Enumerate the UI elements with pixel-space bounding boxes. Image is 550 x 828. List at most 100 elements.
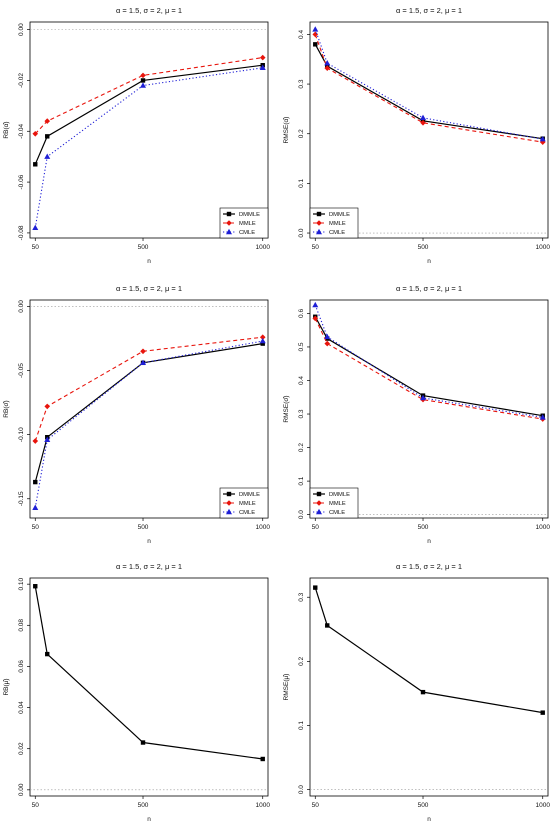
legend: DMMLE MMLE CMLE [309, 487, 359, 519]
legend-label-mmle: MMLE [239, 221, 256, 227]
data-point-mmle [312, 315, 319, 322]
legend-marker-dmmle [316, 211, 322, 217]
legend-marker-cmle [226, 228, 232, 235]
data-point-cmle [140, 359, 147, 366]
y-axis-label: RB(σ̂) [3, 400, 10, 417]
x-tick-label: 1000 [535, 244, 550, 251]
x-tick-label: 1000 [255, 524, 270, 531]
legend-marker-mmle [226, 220, 232, 226]
x-axis-label: n [147, 816, 151, 823]
y-tick-label: 0.04 [18, 701, 25, 714]
chart-title: α = 1.5, σ = 2, μ = 1 [396, 284, 462, 293]
x-tick-label: 50 [32, 524, 40, 531]
data-point-cmle [44, 436, 51, 442]
data-point-mmle [259, 334, 266, 340]
data-point-cmle [420, 394, 427, 401]
data-point-cmle [324, 333, 331, 340]
legend: DMMLE MMLE CMLE [219, 487, 269, 519]
x-axis-label: n [147, 538, 151, 545]
y-tick-label: 0.1 [298, 721, 305, 730]
series-line-mmle [314, 318, 543, 420]
chart-panel-4: α = 1.5, σ = 2, μ = 1 50 500 1000 n 0.0 0.1 0.2… [283, 284, 550, 545]
series-line-cmle [314, 304, 543, 418]
data-point-mmle [140, 72, 146, 79]
legend-marker-cmle [316, 228, 322, 235]
y-tick-label: -0.06 [18, 174, 25, 189]
y-axis-label: RMSE(μ̂) [283, 674, 290, 701]
legend-marker-mmle [316, 500, 322, 506]
data-point-dmmle [313, 585, 318, 590]
data-point-cmle [140, 82, 147, 88]
chart-panel-5: α = 1.5, σ = 2, μ = 1 50 500 1000 n 0.00 0.02 0… [3, 562, 270, 823]
y-tick-label: 0.3 [298, 409, 305, 418]
x-tick-label: 50 [32, 802, 40, 809]
data-point-mmle [140, 348, 146, 355]
data-point-cmle [32, 504, 39, 510]
data-point-mmle [32, 131, 39, 137]
data-point-cmle [312, 301, 319, 308]
y-tick-label: 0.6 [298, 309, 305, 318]
y-tick-label: 0.0 [298, 785, 305, 794]
data-point-cmle [32, 224, 39, 231]
y-tick-label: 0.0 [298, 228, 305, 237]
y-tick-label: -0.05 [18, 363, 25, 378]
chart-panel-3: α = 1.5, σ = 2, μ = 1 50 500 1000 n 0.00 -0.05… [3, 284, 270, 545]
data-point-cmle [259, 337, 266, 344]
data-point-mmle [420, 120, 426, 126]
y-tick-label: 0.4 [298, 376, 305, 385]
chart-panel-2: α = 1.5, σ = 2, μ = 1 50 500 1000 n 0.0 0.1 0.2… [283, 6, 550, 265]
y-tick-label: -0.10 [18, 427, 25, 442]
x-tick-label: 1000 [535, 802, 550, 809]
x-tick-label: 500 [138, 244, 149, 251]
data-point-cmle [312, 26, 319, 32]
plot-frame [309, 299, 549, 519]
legend-label-cmle: CMLE [239, 510, 255, 516]
y-tick-label: 0.1 [298, 476, 305, 485]
legend-marker-mmle [226, 500, 232, 506]
series-line-cmle [34, 67, 263, 228]
x-tick-label: 50 [312, 524, 320, 531]
x-tick-label: 50 [32, 244, 40, 251]
data-point-dmmle [33, 584, 38, 589]
x-tick-label: 1000 [535, 524, 550, 531]
y-tick-label: 0.1 [298, 178, 305, 187]
legend-marker-dmmle [316, 491, 322, 497]
data-point-dmmle [45, 134, 50, 139]
legend-label-mmle: MMLE [239, 501, 256, 507]
x-tick-label: 500 [418, 244, 429, 251]
x-tick-label: 500 [418, 802, 429, 809]
plot-frame [29, 577, 269, 797]
series-line-dmmle [34, 64, 263, 165]
x-tick-label: 50 [312, 802, 320, 809]
series-line-cmle [34, 340, 263, 508]
data-point-mmle [44, 403, 51, 410]
legend-marker-dmmle [226, 211, 232, 217]
y-tick-label: 0.00 [18, 23, 25, 36]
data-point-dmmle [540, 710, 545, 715]
series-line-mmle [34, 336, 263, 442]
series-line-cmle [314, 29, 543, 140]
data-point-cmle [44, 153, 51, 159]
legend-marker-cmle [316, 508, 322, 515]
y-tick-label: 0.02 [18, 742, 25, 755]
data-point-mmle [324, 340, 331, 347]
series-line-dmmle [34, 343, 263, 483]
plot-frame [29, 299, 269, 519]
data-point-mmle [324, 65, 331, 71]
y-tick-label: -0.08 [18, 225, 25, 240]
legend-label-cmle: CMLE [329, 230, 345, 236]
data-point-mmle [44, 118, 51, 124]
series-line-mmle [34, 57, 263, 135]
data-point-dmmle [33, 162, 38, 167]
data-point-cmle [324, 60, 331, 66]
y-tick-label: 0.0 [298, 510, 305, 519]
legend-marker-mmle [316, 220, 322, 226]
y-tick-label: 0.2 [298, 443, 305, 452]
data-point-dmmle [140, 78, 146, 83]
data-point-cmle [259, 64, 266, 70]
series-line-dmmle [34, 586, 263, 760]
legend-label-cmle: CMLE [329, 510, 345, 516]
x-axis-label: n [147, 258, 151, 265]
chart-title: α = 1.5, σ = 2, μ = 1 [396, 562, 462, 571]
